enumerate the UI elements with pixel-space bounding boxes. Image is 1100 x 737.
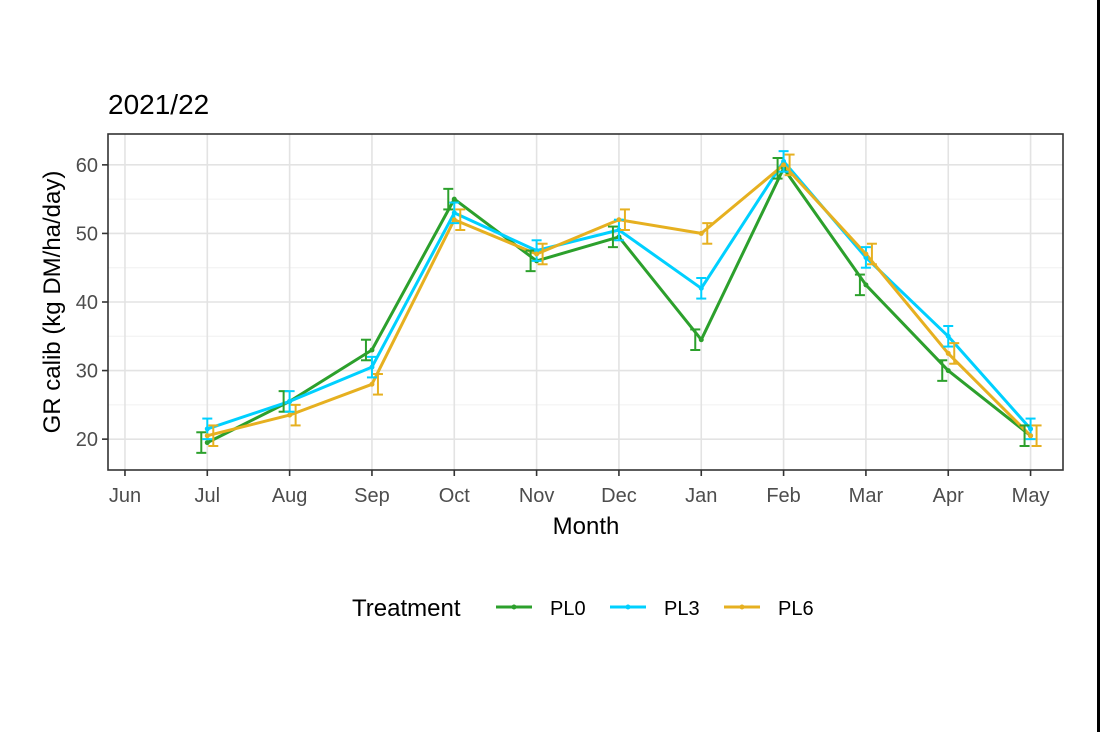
legend-label-pl0: PL0 [550, 598, 586, 620]
y-tick-label: 20 [76, 429, 98, 451]
data-point [698, 337, 704, 343]
x-tick-label: Dec [601, 485, 637, 507]
data-point [698, 285, 704, 291]
data-point [945, 350, 951, 356]
chart-title: 2021/22 [108, 89, 209, 120]
data-point [287, 398, 293, 404]
data-point [781, 158, 787, 164]
y-tick-label: 60 [76, 155, 98, 177]
x-tick-label: Jun [109, 485, 141, 507]
x-tick-label: Sep [354, 485, 390, 507]
y-tick-label: 30 [76, 361, 98, 383]
data-point [534, 251, 540, 257]
legend-label-pl6: PL6 [778, 598, 814, 620]
x-tick-label: Mar [849, 485, 884, 507]
y-axis-label: GR calib (kg DM/ha/day) [39, 171, 66, 434]
data-point [781, 162, 787, 168]
data-point [204, 433, 210, 439]
data-point [451, 210, 457, 216]
x-tick-label: Nov [519, 485, 555, 507]
y-tick-label: 50 [76, 223, 98, 245]
x-tick-label: Apr [933, 485, 964, 507]
data-point [863, 251, 869, 257]
data-point [369, 347, 375, 353]
data-point [287, 412, 293, 418]
x-tick-label: May [1012, 485, 1050, 507]
x-axis-label: Month [553, 513, 620, 540]
data-point [616, 227, 622, 233]
data-point [1028, 433, 1034, 439]
data-point [369, 381, 375, 387]
data-point [369, 364, 375, 370]
x-tick-label: Feb [766, 485, 800, 507]
legend-title: Treatment [352, 595, 461, 622]
x-tick-label: Jul [195, 485, 221, 507]
data-point [863, 254, 869, 260]
plot-panel: 20 30 40 50 60 Jun Jul Aug Sep Oct Nov Dec Jan Feb Mar… [76, 133, 1064, 507]
window-edge [1097, 0, 1100, 732]
data-point [945, 368, 951, 374]
data-point [863, 282, 869, 288]
legend-key-point [511, 604, 517, 610]
legend: Treatment PL0 PL3 PL6 [352, 595, 814, 622]
data-point [698, 230, 704, 236]
x-tick-label: Oct [439, 485, 471, 507]
data-point [1028, 426, 1034, 432]
y-tick-label: 40 [76, 292, 98, 314]
data-point [204, 426, 210, 432]
data-point [616, 217, 622, 223]
legend-label-pl3: PL3 [664, 598, 700, 620]
data-point [451, 196, 457, 202]
x-tick-label: Aug [272, 485, 308, 507]
data-point [451, 217, 457, 223]
data-point [534, 248, 540, 254]
legend-key-point [625, 604, 631, 610]
data-point [945, 333, 951, 339]
data-point [204, 440, 210, 446]
legend-key-point [739, 604, 745, 610]
x-tick-label: Jan [685, 485, 717, 507]
